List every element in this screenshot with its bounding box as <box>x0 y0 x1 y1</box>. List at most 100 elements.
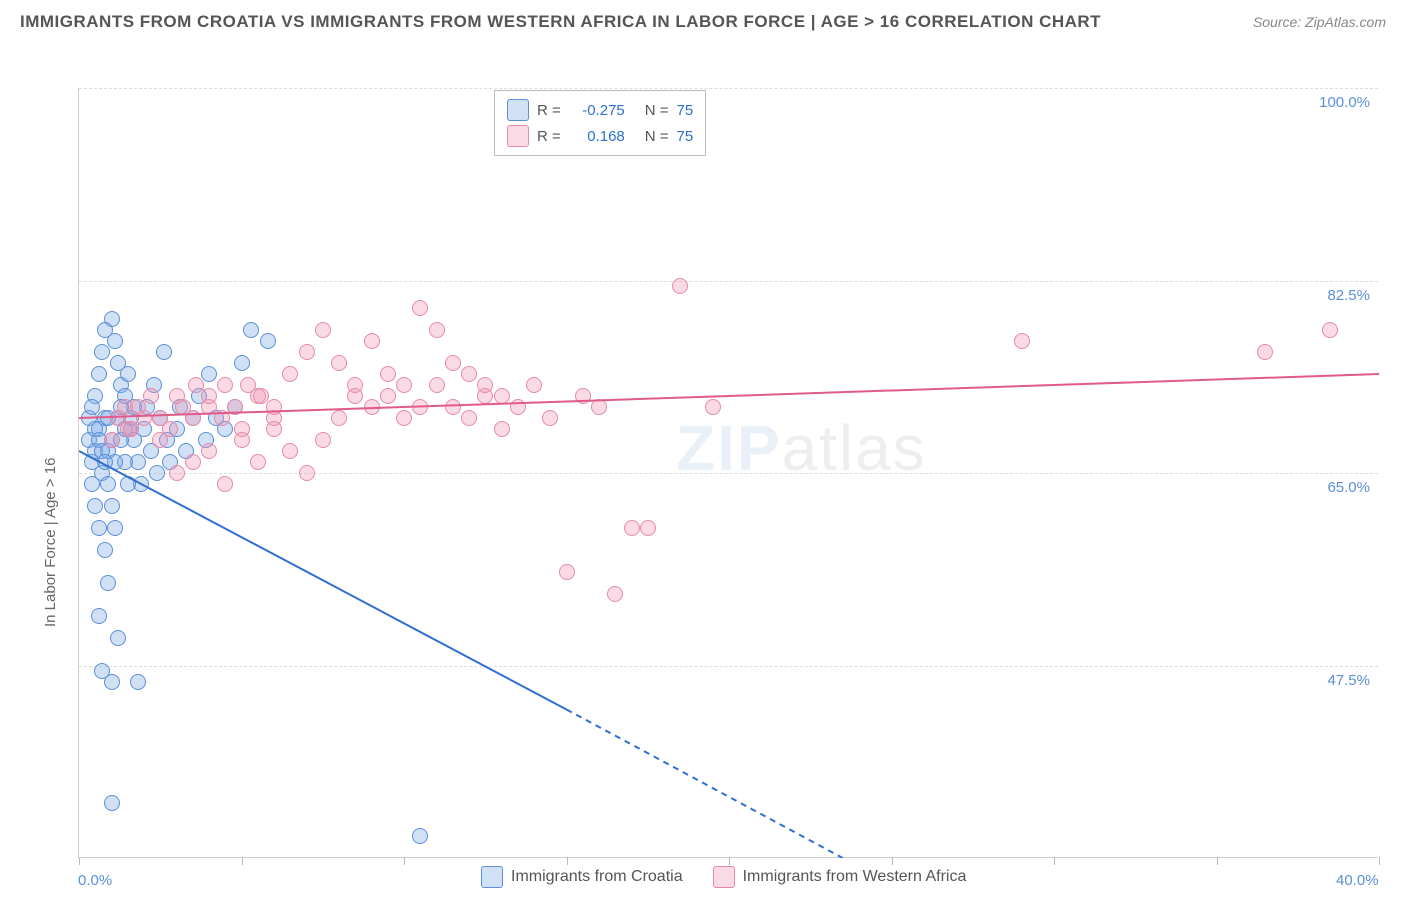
scatter-point <box>91 608 107 624</box>
scatter-point <box>250 454 266 470</box>
scatter-point <box>100 575 116 591</box>
scatter-point <box>234 432 250 448</box>
grid-line <box>79 473 1378 474</box>
scatter-point <box>169 465 185 481</box>
chart-title: IMMIGRANTS FROM CROATIA VS IMMIGRANTS FR… <box>20 12 1101 32</box>
x-tick <box>729 857 730 865</box>
scatter-point <box>120 476 136 492</box>
grid-line <box>79 281 1378 282</box>
y-tick-label: 65.0% <box>1327 479 1370 496</box>
legend-swatch <box>507 99 529 121</box>
scatter-point <box>201 443 217 459</box>
scatter-point <box>461 410 477 426</box>
x-tick <box>892 857 893 865</box>
r-label: R = <box>537 128 561 145</box>
scatter-point <box>364 333 380 349</box>
scatter-point <box>97 454 113 470</box>
x-tick <box>242 857 243 865</box>
scatter-point <box>1322 322 1338 338</box>
r-label: R = <box>537 102 561 119</box>
scatter-point <box>607 586 623 602</box>
scatter-point <box>412 828 428 844</box>
scatter-point <box>94 344 110 360</box>
scatter-point <box>299 344 315 360</box>
scatter-point <box>542 410 558 426</box>
scatter-point <box>494 388 510 404</box>
scatter-point <box>214 410 230 426</box>
scatter-point <box>412 399 428 415</box>
scatter-point <box>185 454 201 470</box>
n-value: 75 <box>677 128 694 145</box>
source-label: Source: ZipAtlas.com <box>1253 14 1386 30</box>
n-value: 75 <box>677 102 694 119</box>
scatter-point <box>429 377 445 393</box>
scatter-point <box>1257 344 1273 360</box>
series-legend-label: Immigrants from Western Africa <box>743 868 967 886</box>
scatter-point <box>84 399 100 415</box>
r-value: -0.275 <box>569 102 625 119</box>
scatter-point <box>175 399 191 415</box>
scatter-point <box>84 476 100 492</box>
grid-line <box>79 88 1378 89</box>
scatter-point <box>672 278 688 294</box>
scatter-point <box>110 630 126 646</box>
scatter-point <box>1014 333 1030 349</box>
scatter-point <box>104 432 120 448</box>
scatter-point <box>429 322 445 338</box>
r-value: 0.168 <box>569 128 625 145</box>
scatter-point <box>201 388 217 404</box>
scatter-point <box>282 366 298 382</box>
scatter-point <box>526 377 542 393</box>
scatter-point <box>266 399 282 415</box>
scatter-point <box>266 421 282 437</box>
scatter-point <box>201 366 217 382</box>
scatter-point <box>559 564 575 580</box>
n-label: N = <box>645 102 669 119</box>
scatter-point <box>104 674 120 690</box>
scatter-point <box>624 520 640 536</box>
grid-line <box>79 666 1378 667</box>
x-tick-label: 0.0% <box>78 872 112 889</box>
scatter-point <box>299 465 315 481</box>
legend-swatch <box>481 866 503 888</box>
y-tick-label: 100.0% <box>1319 94 1370 111</box>
scatter-point <box>494 421 510 437</box>
scatter-point <box>217 476 233 492</box>
scatter-point <box>364 399 380 415</box>
legend-swatch <box>507 125 529 147</box>
x-tick <box>1054 857 1055 865</box>
scatter-point <box>227 399 243 415</box>
scatter-point <box>396 410 412 426</box>
stats-legend: R =-0.275N =75R =0.168N =75 <box>494 90 706 156</box>
scatter-point <box>120 366 136 382</box>
scatter-point <box>331 355 347 371</box>
scatter-point <box>331 410 347 426</box>
scatter-point <box>243 322 259 338</box>
scatter-point <box>591 399 607 415</box>
scatter-point <box>396 377 412 393</box>
scatter-point <box>104 795 120 811</box>
scatter-point <box>130 674 146 690</box>
scatter-point <box>282 443 298 459</box>
x-tick <box>404 857 405 865</box>
scatter-point <box>477 377 493 393</box>
scatter-point <box>705 399 721 415</box>
x-tick <box>1217 857 1218 865</box>
scatter-point <box>123 421 139 437</box>
stats-legend-row: R = -0.275 N = 75 <box>507 97 693 123</box>
scatter-point <box>260 333 276 349</box>
scatter-point <box>510 399 526 415</box>
scatter-point <box>162 421 178 437</box>
scatter-point <box>104 498 120 514</box>
scatter-point <box>234 355 250 371</box>
x-tick <box>79 857 80 865</box>
scatter-point <box>461 366 477 382</box>
scatter-point <box>575 388 591 404</box>
scatter-point <box>640 520 656 536</box>
scatter-point <box>97 542 113 558</box>
scatter-point <box>143 388 159 404</box>
scatter-point <box>87 498 103 514</box>
scatter-point <box>380 388 396 404</box>
scatter-point <box>149 465 165 481</box>
series-legend: Immigrants from CroatiaImmigrants from W… <box>481 866 966 888</box>
